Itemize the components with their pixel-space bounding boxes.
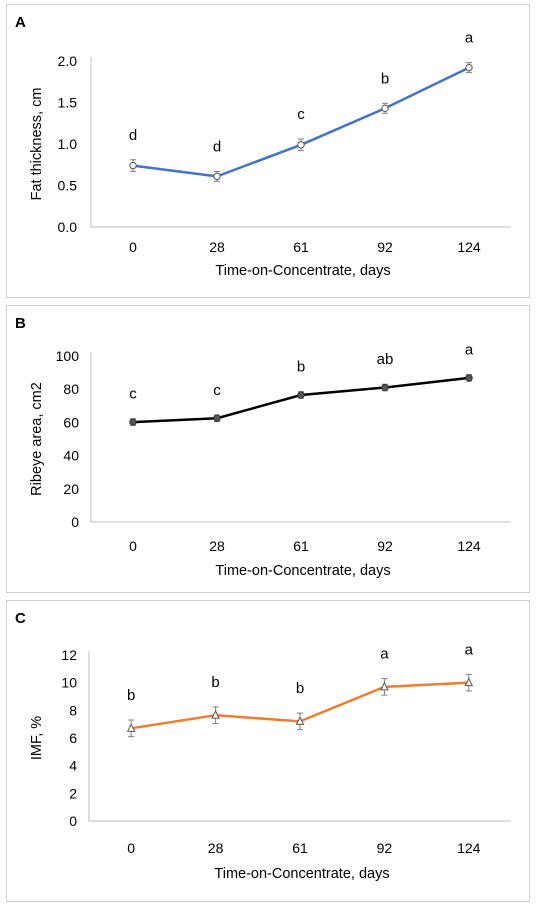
panel-label: B (15, 315, 26, 332)
data-point (380, 681, 389, 691)
data-point (295, 716, 305, 725)
y-tick-label: 20 (63, 481, 79, 497)
x-tick-label: 92 (377, 538, 393, 554)
x-tick-label: 61 (293, 538, 309, 554)
x-tick-label: 92 (377, 239, 393, 255)
chart-panel-a: A 0.0 0.5 1.0 1.5 2.0 0 28 61 92 124 Time-on-Concen… (6, 4, 530, 298)
y-tick-label: 4 (69, 758, 77, 774)
x-tick-label: 124 (457, 239, 481, 255)
y-tick-label: 6 (69, 730, 77, 746)
significance-letter: b (381, 70, 389, 87)
x-tick-label: 28 (209, 538, 225, 554)
x-tick-label: 124 (457, 840, 481, 856)
x-tick-label: 0 (129, 239, 137, 255)
data-point (213, 172, 221, 181)
y-tick-label: 12 (61, 647, 77, 663)
imf-chart: C 0 2 4 6 8 10 12 0 28 61 92 124 Time-on-Concentrate,… (15, 610, 511, 882)
significance-letter: b (211, 674, 219, 691)
y-tick-label: 0.0 (58, 219, 78, 235)
data-point (129, 418, 137, 426)
y-axis-title: Ribeye area, cm2 (29, 382, 45, 496)
x-tick-label: 0 (129, 538, 137, 554)
significance-letter: a (465, 30, 474, 47)
significance-letter: c (297, 106, 305, 123)
x-axis-title: Time-on-Concentrate, days (215, 563, 390, 579)
ribeye-area-chart: B 0 20 40 60 80 100 0 28 61 92 124 Time-on-Concentra… (15, 315, 511, 579)
y-tick-label: 60 (63, 414, 79, 430)
y-tick-label: 2.0 (58, 53, 78, 69)
data-point (213, 414, 221, 422)
data-point (297, 141, 305, 149)
x-axis-title: Time-on-Concentrate, days (214, 866, 389, 882)
panel-label: C (15, 610, 26, 627)
significance-letter: b (127, 687, 135, 704)
y-tick-label: 2 (69, 785, 77, 801)
y-tick-label: 40 (63, 448, 79, 464)
data-point (129, 161, 137, 170)
chart-panel-c: C 0 2 4 6 8 10 12 0 28 61 92 124 Time-on-Concentrate,… (6, 600, 530, 902)
x-tick-label: 61 (293, 239, 309, 255)
y-tick-label: 8 (69, 702, 77, 718)
significance-letter: ab (377, 351, 394, 368)
fat-thickness-chart: A 0.0 0.5 1.0 1.5 2.0 0 28 61 92 124 Time-on-Concen… (15, 14, 511, 279)
significance-letter: a (465, 641, 474, 658)
data-point (211, 710, 220, 719)
significance-letter: c (213, 382, 221, 399)
x-tick-label: 124 (457, 538, 481, 554)
significance-letter: a (380, 646, 389, 663)
significance-letter: c (129, 386, 137, 403)
data-point (297, 391, 305, 399)
y-axis-title: Fat thickness, cm (29, 88, 45, 201)
significance-letter: a (465, 342, 474, 359)
y-tick-label: 0 (69, 813, 77, 829)
x-tick-label: 28 (209, 239, 225, 255)
y-axis-title: IMF, % (29, 716, 45, 760)
significance-letter: b (297, 359, 305, 376)
x-tick-label: 28 (208, 840, 224, 856)
y-tick-label: 1.0 (58, 136, 78, 152)
y-tick-label: 10 (61, 675, 77, 691)
y-tick-label: 80 (63, 381, 79, 397)
x-tick-label: 92 (377, 840, 393, 856)
significance-letter: d (129, 127, 137, 144)
chart-panel-b: B 0 20 40 60 80 100 0 28 61 92 124 Time-on-Concentra… (6, 305, 530, 593)
data-point (464, 677, 474, 687)
y-tick-label: 0.5 (58, 178, 78, 194)
x-tick-label: 61 (292, 840, 308, 856)
data-point (381, 104, 389, 113)
data-point (126, 723, 136, 732)
data-point (465, 63, 473, 72)
significance-letter: b (296, 680, 304, 697)
y-tick-label: 100 (56, 348, 80, 364)
data-point (381, 383, 389, 392)
data-point (465, 374, 473, 382)
y-tick-label: 1.5 (58, 95, 78, 111)
significance-letter: d (213, 138, 221, 155)
panel-label: A (15, 14, 26, 31)
x-tick-label: 0 (127, 840, 135, 856)
y-tick-label: 0 (71, 514, 79, 530)
x-axis-title: Time-on-Concentrate, days (215, 263, 390, 279)
series-line (132, 376, 470, 424)
